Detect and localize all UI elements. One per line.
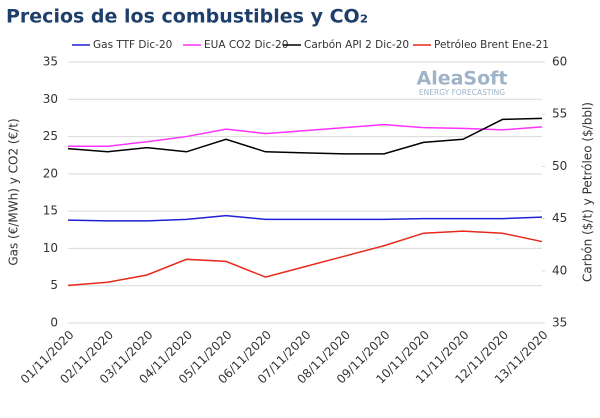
y-tick-label: 35 (43, 55, 58, 69)
series-line (67, 214, 543, 222)
y-tick-label: 10 (43, 241, 58, 255)
y-axis-label: Gas (€/MWh) y CO2 (€/t) (7, 118, 21, 265)
legend-label: Petróleo Brent Ene-21 (434, 39, 549, 51)
legend-label: Carbón API 2 Dic-20 (304, 39, 409, 51)
y2-tick-label: 35 (552, 316, 567, 330)
series-line (67, 230, 543, 287)
y2-tick-label: 60 (552, 55, 567, 69)
y-tick-label: 5 (50, 278, 58, 292)
chart-title: Precios de los combustibles y CO₂ (6, 6, 368, 28)
y-tick-label: 30 (43, 92, 58, 106)
watermark-sub: ENERGY FORECASTING (419, 88, 505, 97)
legend-label: Gas TTF Dic-20 (93, 39, 172, 51)
y2-tick-label: 45 (552, 211, 567, 225)
y2-tick-label: 55 (552, 107, 567, 121)
legend-label: EUA CO2 Dic-20 (204, 39, 288, 51)
y2-tick-label: 50 (552, 159, 567, 173)
y-tick-label: 15 (43, 204, 58, 218)
series-line (68, 123, 543, 148)
y2-tick-label: 40 (552, 263, 567, 277)
y2-axis-label: Carbón ($/t) y Petróleo ($/bbl) (581, 102, 595, 282)
y-tick-label: 25 (43, 129, 58, 143)
y-tick-label: 20 (43, 166, 58, 180)
y-tick-label: 0 (50, 316, 58, 330)
series-line (67, 117, 543, 155)
watermark: AleaSoft (416, 68, 507, 90)
